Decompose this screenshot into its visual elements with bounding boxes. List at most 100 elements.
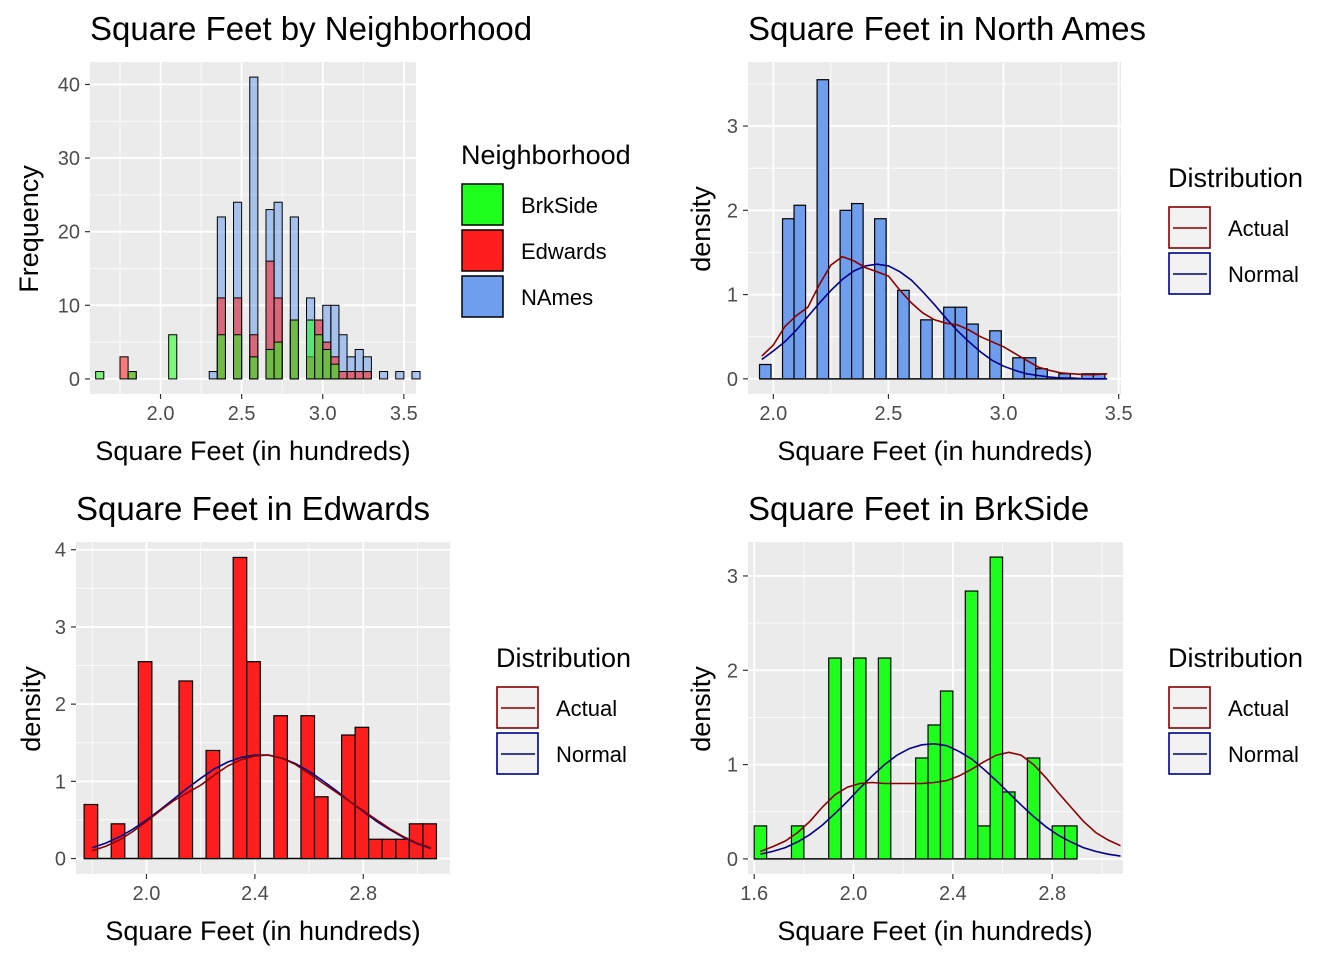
legend-label: Normal: [1228, 742, 1299, 767]
chart-title: Square Feet in Edwards: [76, 490, 430, 527]
y-axis-title: density: [686, 666, 716, 752]
chart-title: Square Feet in BrkSide: [748, 490, 1089, 527]
histogram-bar: [1051, 825, 1066, 860]
histogram-bar: [273, 715, 288, 860]
histogram-bar: [781, 218, 795, 380]
x-tick-label: 3.5: [390, 403, 418, 425]
legend: Distribution Actual Normal: [496, 643, 631, 775]
legend: Distribution Actual Normal: [1168, 643, 1303, 775]
histogram-bar: [313, 796, 329, 860]
plot-background: [748, 62, 1121, 394]
histogram-bar: [137, 661, 153, 860]
normal-density-line: [761, 263, 1108, 380]
histogram-bar: [877, 657, 892, 860]
histogram-bar: [1012, 357, 1025, 380]
chart-panel-1: 2.0 2.5 3.0 3.5 0 1 2 3 Square Feet in North Ame…: [686, 10, 1303, 466]
histogram-bar-brkside: [289, 319, 299, 380]
x-tick-label: 1.6: [740, 883, 768, 905]
histogram-bar: [368, 838, 383, 860]
histogram-bar-edwards: [362, 371, 372, 380]
histogram-bar-edwards: [338, 371, 348, 380]
legend-label: Edwards: [521, 239, 607, 264]
chart-title: Square Feet in North Ames: [748, 10, 1146, 47]
histogram-bar: [422, 823, 438, 860]
histogram-bar: [816, 79, 830, 380]
histogram-bar-edwards: [346, 371, 356, 380]
histogram-bar: [381, 838, 397, 860]
histogram-bar-names: [379, 371, 389, 380]
x-tick-label: 2.4: [241, 883, 269, 905]
x-tick-label: 2.8: [1038, 883, 1066, 905]
histogram-bar-edwards: [354, 371, 364, 380]
actual-density-line: [760, 751, 1121, 853]
legend-title: Distribution: [1168, 643, 1303, 673]
legend-label: Actual: [1228, 696, 1289, 721]
histogram-bar: [1001, 791, 1016, 860]
histogram-bar-names: [395, 371, 405, 380]
histogram-bar: [966, 323, 979, 380]
y-tick-label: 3: [727, 116, 738, 138]
histogram-bar-edwards: [119, 356, 129, 380]
chart-panel-2: 2.0 2.4 2.8 0 1 2 3 4 Square Feet in Edwards Squa…: [16, 490, 631, 946]
histogram-bar: [852, 657, 867, 860]
legend-label: Actual: [556, 696, 617, 721]
legend-title: Distribution: [1168, 163, 1303, 193]
histogram-bar: [178, 680, 194, 860]
x-axis-title: Square Feet (in hundreds): [777, 916, 1092, 946]
x-tick-label: 2.0: [840, 883, 868, 905]
legend-label: NAmes: [521, 285, 593, 310]
histogram-bar-brkside: [330, 363, 340, 380]
x-axis-title: Square Feet (in hundreds): [105, 916, 420, 946]
histogram-bar-brkside: [314, 334, 324, 380]
histogram-bar-brkside: [265, 348, 275, 380]
legend-label: Normal: [1228, 262, 1299, 287]
legend-key-names: [461, 275, 504, 318]
histogram-bar: [205, 749, 221, 860]
y-tick-label: 20: [58, 222, 80, 244]
chart-panel-3: 1.6 2.0 2.4 2.8 0 1 2 3 Square Feet in BrkSide Sq…: [686, 490, 1303, 946]
chart-panel-0: 2.0 2.5 3.0 3.5 0 10 20 30 40 Square Feet by Neig…: [14, 10, 631, 466]
legend-label: Actual: [1228, 216, 1289, 241]
legend-label: Normal: [556, 742, 627, 767]
y-tick-label: 2: [727, 200, 738, 222]
histogram-bar: [874, 218, 887, 380]
x-tick-label: 2.0: [759, 403, 787, 425]
plot-background: [76, 542, 450, 874]
y-tick-label: 4: [55, 540, 66, 562]
histogram-bar-names: [208, 371, 218, 380]
histogram-bar-brkside: [233, 334, 243, 380]
x-axis-title: Square Feet (in hundreds): [777, 436, 1092, 466]
histogram-bar: [920, 319, 933, 380]
x-tick-label: 2.5: [875, 403, 903, 425]
y-tick-label: 1: [727, 285, 738, 307]
histogram-bar: [758, 363, 772, 380]
x-tick-label: 2.0: [133, 883, 161, 905]
x-tick-label: 3.5: [1105, 403, 1133, 425]
histogram-bar: [828, 657, 842, 860]
x-tick-label: 2.5: [228, 403, 256, 425]
histogram-bar: [83, 803, 99, 860]
histogram-bar: [989, 556, 1004, 860]
histogram-bar: [939, 690, 954, 860]
legend: Distribution Actual Normal: [1168, 163, 1303, 295]
y-tick-label: 40: [58, 74, 80, 96]
x-tick-label: 2.8: [349, 883, 377, 905]
legend-label: BrkSide: [521, 193, 598, 218]
x-tick-label: 2.4: [939, 883, 967, 905]
legend-title: Neighborhood: [461, 140, 631, 170]
y-tick-label: 0: [55, 849, 66, 871]
y-tick-label: 0: [727, 369, 738, 391]
y-tick-label: 30: [58, 148, 80, 170]
x-tick-label: 3.0: [990, 403, 1018, 425]
y-tick-label: 0: [727, 849, 738, 871]
actual-density-line: [92, 754, 432, 852]
histogram-bar: [395, 838, 410, 860]
histogram-bar-brkside: [273, 341, 283, 380]
histogram-bar-brkside: [127, 371, 137, 380]
histogram-bar-brkside: [322, 348, 332, 380]
chart-title: Square Feet by Neighborhood: [90, 10, 532, 47]
x-tick-label: 3.0: [309, 403, 337, 425]
y-tick-label: 0: [69, 369, 80, 391]
y-tick-label: 1: [727, 755, 738, 777]
y-axis-title: Frequency: [14, 165, 44, 293]
